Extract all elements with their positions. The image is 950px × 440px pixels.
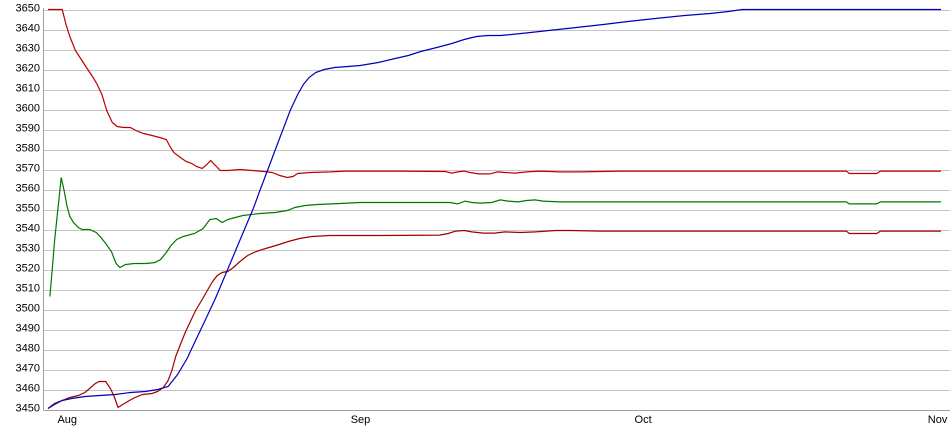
- y-axis-tick-label: 3470: [16, 363, 40, 375]
- y-axis-tick-label: 3650: [16, 3, 40, 15]
- y-axis-tick-label: 3580: [16, 143, 40, 155]
- series-line-green: [49, 177, 941, 297]
- y-axis-tick-label: 3490: [16, 323, 40, 335]
- y-axis-tick-label: 3560: [16, 183, 40, 195]
- y-axis-tick-label: 3450: [16, 403, 40, 415]
- y-axis-tick-label: 3520: [16, 263, 40, 275]
- y-axis-tick-label: 3500: [16, 303, 40, 315]
- y-axis-tick-label: 3620: [16, 63, 40, 75]
- y-axis-tick-label: 3460: [16, 383, 40, 395]
- y-axis-tick-label: 3480: [16, 343, 40, 355]
- series-line-red-upper: [48, 8, 941, 179]
- y-axis-tick-label: 3600: [16, 103, 40, 115]
- x-axis-tick-label: Sep: [351, 414, 371, 426]
- y-axis-tick-label: 3640: [16, 23, 40, 35]
- y-axis-tick-label: 3610: [16, 83, 40, 95]
- y-axis-tick-label: 3590: [16, 123, 40, 135]
- series-line-blue: [47, 8, 941, 409]
- y-axis-tick-label: 3550: [16, 203, 40, 215]
- x-axis-tick-label: Nov: [928, 414, 948, 426]
- x-axis-tick-label: Oct: [635, 414, 652, 426]
- y-axis-tick-label: 3540: [16, 223, 40, 235]
- y-axis-tick-label: 3630: [16, 43, 40, 55]
- y-axis-tick-label: 3570: [16, 163, 40, 175]
- x-axis-tick-label: Aug: [57, 414, 77, 426]
- y-axis-tick-label: 3510: [16, 283, 40, 295]
- y-axis-tick-label: 3530: [16, 243, 40, 255]
- series-line-red-lower: [47, 229, 941, 410]
